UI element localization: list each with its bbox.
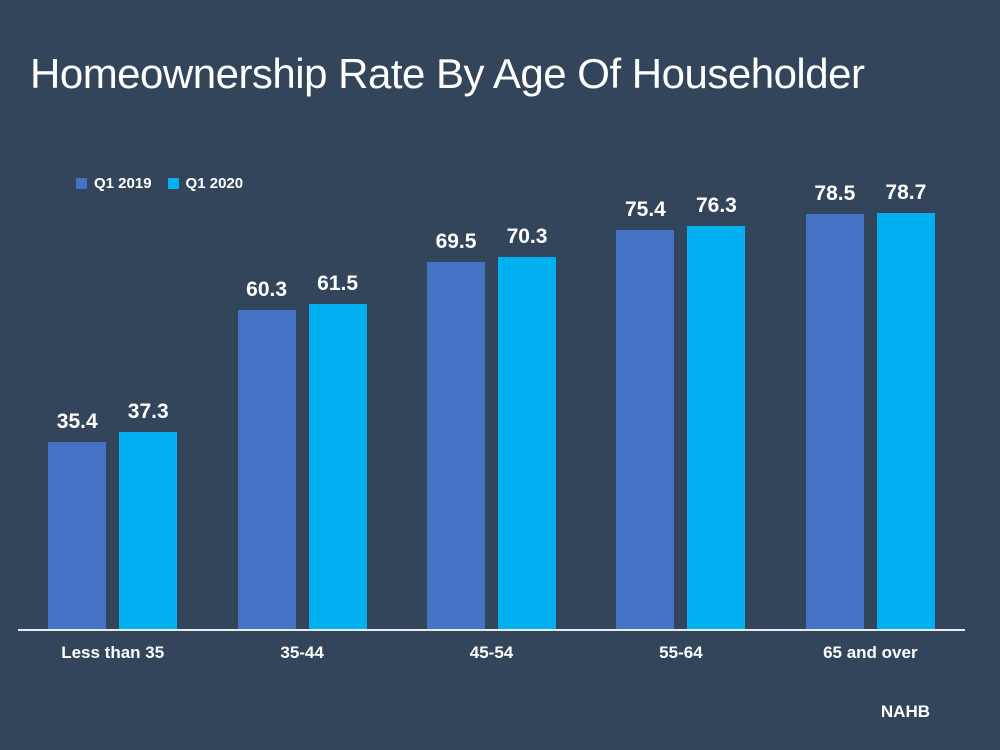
- legend-swatch-1: [167, 178, 179, 189]
- legend-label-q1-2020: Q1 2020: [185, 175, 244, 192]
- legend-item-q1-2020: Q1 2020: [167, 175, 244, 192]
- bar-unit-q1-2020-35-44: 61.5: [308, 271, 367, 629]
- bar-q1-2019-65-and-over: [805, 214, 864, 629]
- bar-unit-q1-2019-55-64: 75.4: [616, 197, 675, 629]
- bar-unit-q1-2020-55-64: 76.3: [687, 193, 746, 629]
- bar-unit-q1-2019-less-than-35: 35.4: [48, 409, 107, 629]
- bar-unit-q1-2019-65-and-over: 78.5: [805, 181, 864, 629]
- value-label-q1-2020-45-54: 70.3: [506, 224, 548, 248]
- bar-unit-q1-2019-35-44: 60.3: [237, 277, 296, 629]
- category-label-65-and-over: 65 and over: [823, 643, 918, 662]
- legend-swatch-0: [76, 178, 87, 189]
- plot-area: 35.4 37.3 60.3 61.5 69.5 70.3 75.4 76.3 78.5 78.7: [18, 169, 965, 629]
- bar-group-45-54: 69.5 70.3: [397, 169, 586, 629]
- value-label-q1-2019-45-54: 69.5: [435, 229, 477, 253]
- bar-q1-2020-65-and-over: [876, 213, 935, 629]
- source-label: NAHB: [880, 702, 930, 721]
- value-label-q1-2020-less-than-35: 37.3: [127, 399, 169, 423]
- value-label-q1-2019-less-than-35: 35.4: [56, 409, 98, 433]
- bar-q1-2020-less-than-35: [119, 432, 178, 629]
- category-label-45-54: 45-54: [469, 643, 514, 662]
- legend-item-q1-2019: Q1 2019: [76, 176, 152, 191]
- category-label-55-64: 55-64: [659, 643, 703, 662]
- bar-q1-2020-35-44: [308, 304, 367, 629]
- x-axis-line: [18, 629, 965, 631]
- bar-q1-2019-less-than-35: [48, 442, 107, 629]
- bar-group-65-and-over: 78.5 78.7: [776, 169, 965, 629]
- bar-unit-q1-2020-less-than-35: 37.3: [119, 399, 178, 629]
- bar-q1-2019-45-54: [427, 262, 486, 629]
- bar-q1-2019-55-64: [616, 230, 675, 629]
- value-label-q1-2019-55-64: 75.4: [624, 197, 666, 221]
- value-label-q1-2019-65-and-over: 78.5: [814, 181, 856, 205]
- value-label-q1-2020-35-44: 61.5: [317, 271, 359, 295]
- legend-label-q1-2019: Q1 2019: [94, 175, 152, 192]
- bar-group-35-44: 60.3 61.5: [207, 169, 396, 629]
- bar-q1-2020-55-64: [687, 226, 746, 629]
- bar-q1-2020-45-54: [498, 257, 557, 629]
- category-label-35-44: 35-44: [280, 643, 324, 662]
- bar-unit-q1-2019-45-54: 69.5: [427, 229, 486, 629]
- bar-unit-q1-2020-45-54: 70.3: [498, 224, 557, 629]
- bar-unit-q1-2020-65-and-over: 78.7: [876, 180, 935, 629]
- legend: Q1 2019 Q1 2020: [76, 176, 243, 191]
- category-axis: Less than 35 35-44 45-54 55-64 65 and over: [18, 643, 965, 663]
- value-label-q1-2020-65-and-over: 78.7: [885, 180, 927, 204]
- chart-title: Homeownership Rate By Age Of Householder: [30, 50, 865, 97]
- bar-group-less-than-35: 35.4 37.3: [18, 169, 207, 629]
- bar-q1-2019-35-44: [237, 310, 296, 629]
- category-label-less-than-35: Less than 35: [61, 643, 165, 662]
- bar-group-55-64: 75.4 76.3: [586, 169, 775, 629]
- value-label-q1-2020-55-64: 76.3: [695, 193, 737, 217]
- value-label-q1-2019-35-44: 60.3: [246, 277, 288, 301]
